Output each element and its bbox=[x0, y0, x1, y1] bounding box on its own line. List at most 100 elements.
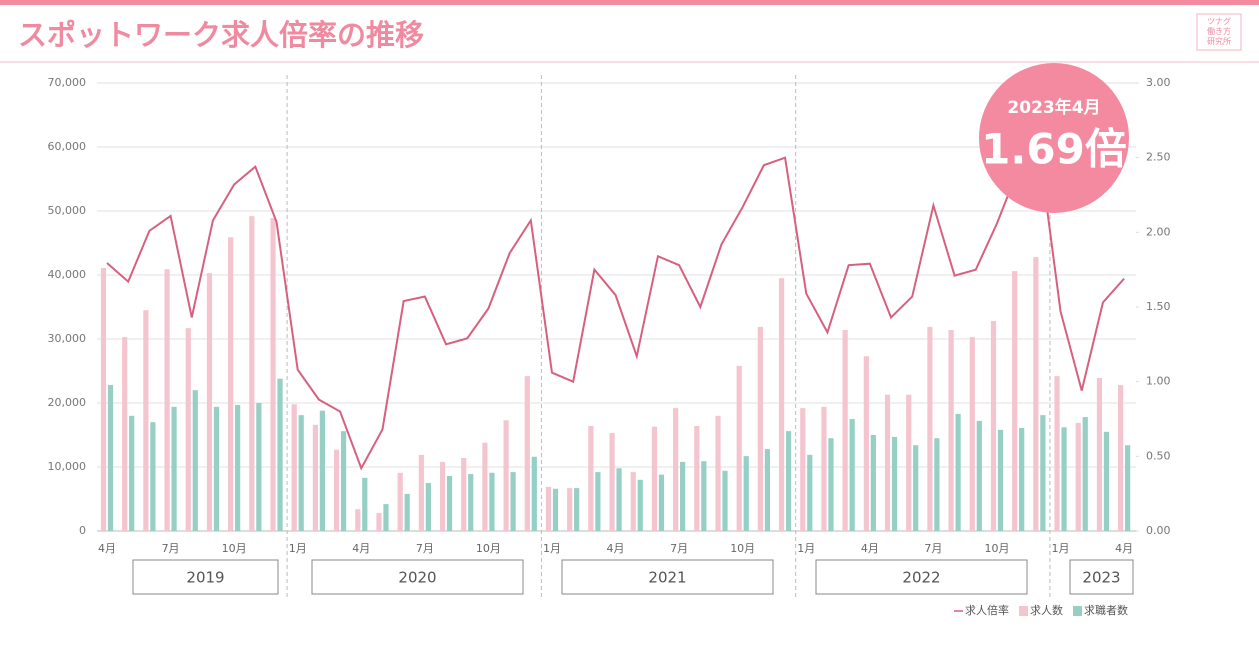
bar bbox=[764, 449, 770, 531]
x-tick-label: 4月 bbox=[98, 542, 116, 555]
bar bbox=[778, 278, 785, 531]
y2-tick-label: 1.50 bbox=[1146, 300, 1171, 313]
bar bbox=[1061, 427, 1067, 531]
x-tick-label: 7月 bbox=[162, 542, 180, 555]
x-tick-label: 10月 bbox=[476, 542, 501, 555]
year-label: 2022 bbox=[902, 569, 940, 587]
x-tick-label: 1月 bbox=[289, 542, 307, 555]
x-tick-label: 1月 bbox=[543, 542, 561, 555]
bar bbox=[418, 454, 424, 531]
bar bbox=[637, 479, 643, 531]
year-box bbox=[1069, 559, 1134, 595]
bar bbox=[129, 415, 135, 531]
legend-label: 求人倍率 bbox=[965, 603, 1009, 617]
bar bbox=[1082, 417, 1088, 531]
y2-tick-label: 2.00 bbox=[1146, 225, 1171, 238]
legend-label: 求人数 bbox=[1030, 604, 1063, 617]
bar bbox=[100, 267, 107, 531]
top-bar bbox=[0, 0, 1259, 5]
bar bbox=[891, 436, 898, 531]
bar bbox=[948, 330, 954, 531]
bar bbox=[503, 420, 509, 531]
bar bbox=[362, 477, 368, 531]
bar bbox=[164, 269, 170, 531]
bar bbox=[298, 415, 304, 531]
bar bbox=[312, 424, 318, 531]
bar bbox=[913, 445, 919, 531]
bar bbox=[482, 442, 488, 531]
year-label: 2021 bbox=[648, 569, 686, 587]
y-tick-label: 70,000 bbox=[48, 76, 87, 89]
bar bbox=[715, 415, 721, 531]
bar bbox=[192, 390, 198, 531]
x-tick-label: 7月 bbox=[924, 542, 942, 555]
bar bbox=[870, 435, 876, 531]
bar bbox=[355, 509, 361, 531]
bar bbox=[531, 456, 537, 531]
bar bbox=[574, 488, 580, 531]
bar bbox=[906, 394, 912, 531]
bar bbox=[1012, 271, 1018, 531]
x-tick-label: 1月 bbox=[797, 542, 815, 555]
x-tick-label: 7月 bbox=[670, 542, 688, 555]
x-tick-label: 4月 bbox=[607, 542, 625, 555]
y2-tick-label: 3.00 bbox=[1146, 76, 1171, 89]
bar bbox=[969, 337, 975, 531]
bar bbox=[884, 394, 891, 531]
year-box bbox=[561, 559, 774, 595]
y-tick-label: 40,000 bbox=[48, 268, 87, 281]
bar bbox=[545, 486, 552, 531]
x-tick-label: 10月 bbox=[984, 542, 1009, 555]
x-tick-label: 10月 bbox=[730, 542, 755, 555]
bar bbox=[722, 470, 728, 531]
bar bbox=[1118, 385, 1124, 531]
bar bbox=[397, 472, 403, 531]
bar bbox=[630, 472, 636, 531]
year-label: 2023 bbox=[1082, 569, 1120, 587]
bar bbox=[552, 488, 559, 531]
bar bbox=[785, 431, 792, 531]
bar bbox=[291, 404, 297, 531]
bar bbox=[376, 513, 382, 531]
bar bbox=[1096, 378, 1103, 531]
x-tick-label: 4月 bbox=[352, 542, 370, 555]
bar bbox=[524, 376, 530, 531]
bar bbox=[249, 216, 255, 531]
bar bbox=[736, 365, 742, 531]
legend-swatch bbox=[1073, 606, 1082, 616]
bar bbox=[934, 438, 940, 531]
bar bbox=[743, 456, 749, 531]
brand-box bbox=[1196, 13, 1242, 51]
bar bbox=[277, 378, 283, 531]
bar bbox=[757, 326, 763, 531]
y-tick-label: 20,000 bbox=[48, 396, 87, 409]
chart-title: スポットワーク求人倍率の推移 bbox=[18, 18, 424, 52]
bar bbox=[976, 420, 982, 531]
badge-value: 1.69倍 bbox=[981, 125, 1127, 174]
bar bbox=[701, 461, 707, 531]
y-tick-label: 60,000 bbox=[48, 140, 87, 153]
bar bbox=[616, 468, 622, 531]
bar bbox=[1040, 415, 1046, 531]
bar bbox=[446, 475, 453, 531]
bar bbox=[1033, 257, 1039, 531]
bar bbox=[990, 321, 997, 531]
y2-tick-label: 0.00 bbox=[1146, 524, 1171, 537]
bar bbox=[468, 474, 474, 531]
bar bbox=[270, 218, 276, 532]
bar bbox=[461, 458, 467, 531]
bar bbox=[673, 408, 679, 531]
bar bbox=[807, 454, 813, 531]
bar bbox=[588, 426, 594, 531]
bar bbox=[107, 385, 114, 531]
bar bbox=[821, 406, 827, 531]
bar bbox=[863, 356, 869, 531]
bar bbox=[1103, 431, 1110, 531]
bar bbox=[927, 326, 933, 531]
bar bbox=[235, 404, 241, 531]
bar bbox=[185, 328, 191, 531]
legend-swatch bbox=[1019, 606, 1028, 616]
brand-wrap: ツナグ働き方研究所 bbox=[1207, 17, 1231, 46]
bar bbox=[206, 273, 213, 531]
